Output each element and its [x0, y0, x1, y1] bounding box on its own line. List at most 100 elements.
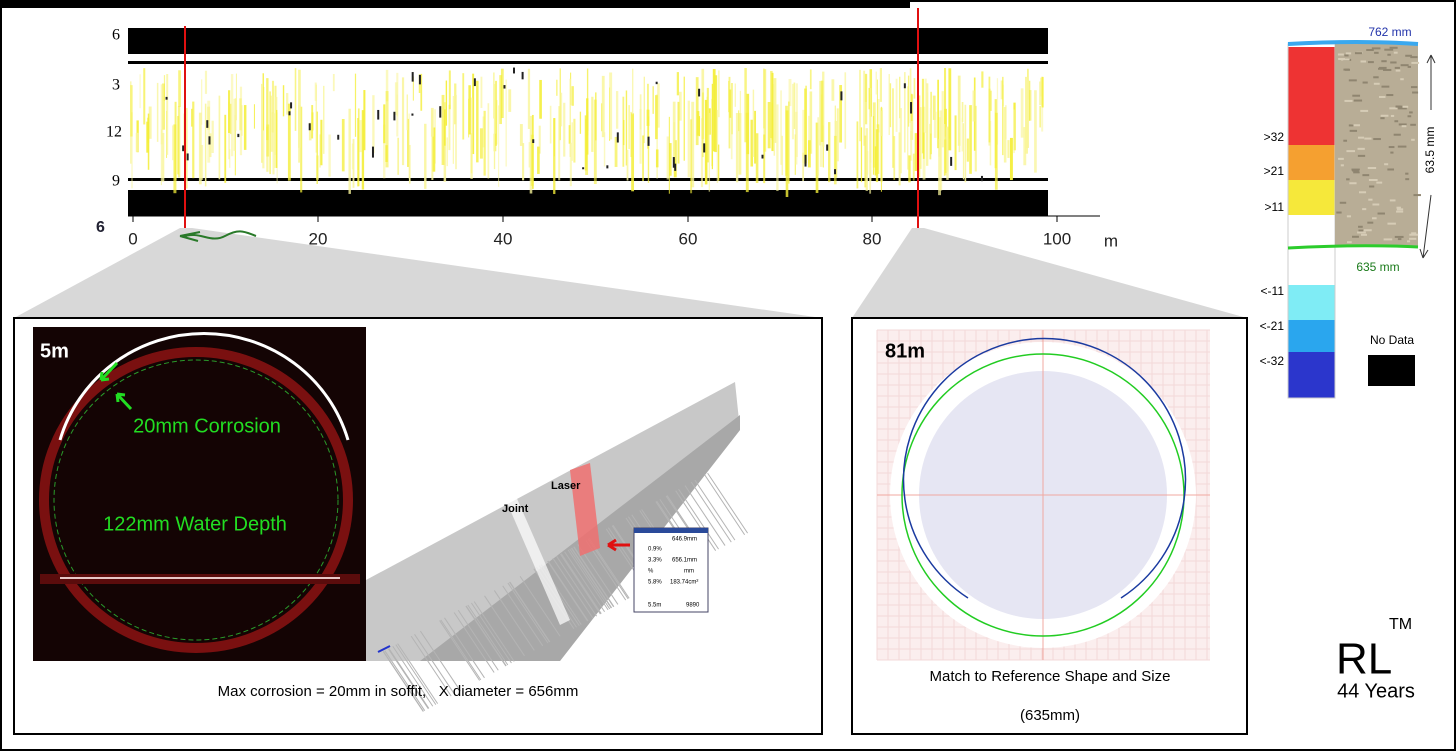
no-data-swatch [1368, 355, 1415, 386]
pipe-grain [560, 553, 602, 614]
corrosion-streak [687, 100, 690, 178]
texture-grain [1407, 65, 1411, 68]
panel-label: 5m [40, 340, 69, 362]
corrosion-streak [922, 132, 925, 159]
corrosion-streak [780, 90, 782, 165]
corrosion-streak [146, 121, 149, 153]
corrosion-streak [750, 119, 754, 167]
texture-grain [1351, 168, 1360, 171]
texture-grain [1394, 66, 1400, 69]
texture-grain [1386, 94, 1394, 97]
corrosion-streak [239, 86, 243, 156]
texture-grain [1383, 68, 1392, 71]
corrosion-streak [926, 83, 929, 166]
texture-grain [1362, 174, 1370, 177]
corrosion-streak [773, 78, 777, 143]
texture-grain [1338, 157, 1344, 160]
corrosion-streak [200, 145, 204, 180]
corrosion-streak [880, 106, 883, 192]
laser-ring-top [58, 331, 350, 441]
corrosion-streak [820, 80, 824, 142]
speck [674, 163, 677, 171]
corrosion-streak [385, 69, 389, 102]
corrosion-streak [946, 126, 949, 180]
readout: % [648, 569, 654, 575]
texture-grain [1374, 51, 1379, 54]
speck [910, 102, 913, 114]
pipe-grain [410, 635, 452, 697]
corrosion-streak [468, 85, 471, 135]
axes-icon [377, 645, 391, 653]
corrosion-streak [363, 90, 366, 151]
corrosion-streak [996, 78, 999, 145]
corrosion-streak [1034, 90, 1037, 173]
corrosion-streak [868, 87, 871, 110]
pipe-grain [684, 485, 726, 546]
corrosion-streak [1020, 88, 1024, 138]
x-unit: m [1104, 231, 1118, 250]
corrosion-streak [921, 78, 925, 154]
x-tick-label: 40 [494, 229, 513, 248]
texture-grain [1394, 235, 1404, 238]
corrosion-streak [869, 112, 872, 194]
corrosion-streak [819, 80, 822, 146]
corrosion-streak [817, 117, 820, 176]
pipe-grain [675, 490, 717, 551]
corrosion-streak [683, 76, 685, 161]
decoration [13, 8, 1436, 735]
texture-grain [1351, 124, 1361, 127]
corrosion-streak [319, 134, 321, 168]
corrosion-streak [717, 144, 720, 181]
pipe-grain [384, 650, 426, 711]
span-arrow [1419, 54, 1436, 259]
corrosion-streak [315, 84, 317, 153]
corrosion-streak [556, 79, 558, 96]
corrosion-streak [609, 72, 613, 140]
corrosion-streak [888, 74, 890, 136]
corrosion-streak [957, 75, 961, 146]
corrosion-streak [253, 104, 256, 129]
corrosion-streak [738, 113, 742, 175]
corrosion-streak [483, 110, 486, 176]
x-tick-label: 60 [679, 229, 698, 248]
corrosion-streak [537, 146, 540, 174]
corrosion-streak [207, 100, 211, 163]
corrosion-streak [990, 90, 992, 111]
corrosion-streak [156, 82, 159, 142]
pipe-grain [507, 582, 549, 644]
x-tick-label: 100 [1043, 229, 1071, 248]
corrosion-streak [872, 102, 876, 168]
corrosion-streak [569, 142, 572, 187]
corrosion-streak [744, 68, 747, 143]
corrosion-streak [889, 83, 892, 128]
corrosion-streak [668, 143, 672, 176]
corrosion-streak [876, 79, 878, 128]
corrosion-streak [909, 68, 912, 123]
texture-grain [1413, 194, 1421, 197]
corrosion-streak [266, 124, 270, 157]
strip-line [128, 61, 1048, 64]
corrosion-streak [177, 106, 181, 178]
legend-band [1288, 320, 1335, 352]
corrosion-streak [877, 99, 880, 133]
corrosion-streak [166, 74, 169, 155]
texture-grain [1390, 61, 1397, 64]
speck [208, 136, 211, 145]
clock-label: 3 [112, 77, 120, 94]
pipe-grain [440, 619, 482, 681]
corrosion-streak [755, 133, 759, 183]
corrosion-streak [420, 73, 423, 111]
brand-tm: TM [1389, 616, 1412, 633]
strip-bottom [128, 190, 1048, 216]
corrosion-streak [932, 95, 936, 120]
corrosion-streak [601, 75, 605, 138]
pointer [607, 538, 630, 552]
speck [418, 74, 421, 85]
corrosion-streak [323, 85, 325, 154]
texture-grain [1372, 217, 1377, 220]
corrosion-streak [875, 129, 879, 183]
texture-grain [1412, 91, 1419, 94]
speck [371, 146, 374, 158]
speck [521, 71, 524, 80]
corrosion-streak [591, 96, 594, 152]
